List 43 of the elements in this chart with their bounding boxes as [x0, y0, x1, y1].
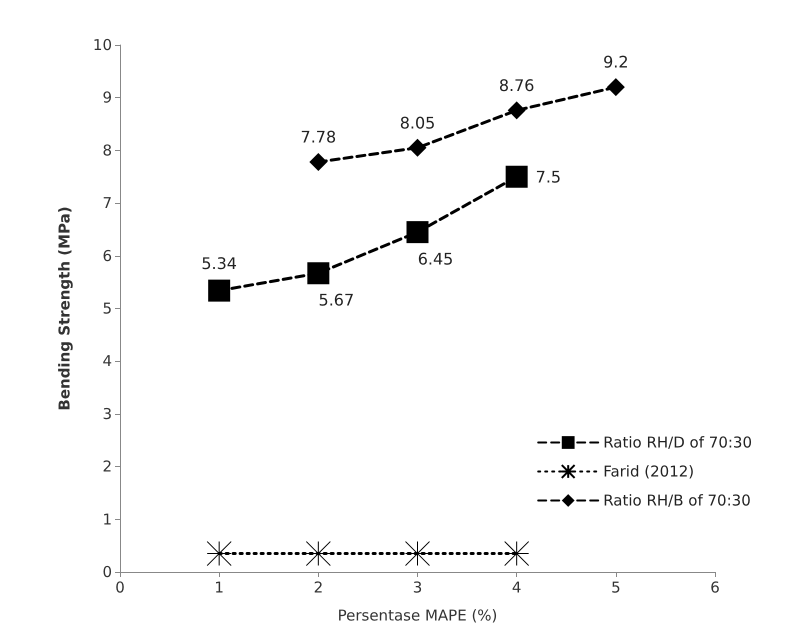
y-tick-label: 7 [102, 194, 112, 212]
point [504, 541, 530, 566]
y-tick-label: 5 [102, 300, 112, 318]
y-tick-label: 10 [92, 36, 112, 54]
point [508, 101, 526, 120]
data-label: 8.76 [498, 76, 534, 95]
point [405, 541, 430, 566]
legend-label: Ratio RH/B of 70:30 [603, 492, 751, 510]
point [406, 221, 428, 244]
data-label: 5.34 [201, 254, 237, 274]
y-tick-label: 6 [102, 246, 112, 265]
data-label: 6.45 [418, 250, 454, 269]
x-tick-label: 6 [710, 578, 720, 596]
y-tick-label: 0 [102, 563, 112, 581]
y-tick-label: 3 [102, 404, 112, 423]
point [408, 138, 426, 157]
x-tick-label: 5 [611, 578, 621, 596]
x-tick-label: 1 [214, 578, 224, 596]
x-tick-label: 2 [314, 578, 324, 596]
legend-label: Farid (2012) [603, 462, 694, 480]
x-tick-label: 3 [412, 578, 422, 596]
data-label: 5.67 [318, 290, 354, 310]
point [309, 152, 328, 171]
point [208, 280, 230, 302]
point [506, 166, 528, 188]
x-tick-label: 4 [512, 578, 522, 596]
y-axis-title: Bending Strength (MPa) [56, 206, 74, 411]
data-label: 7.5 [536, 167, 562, 186]
legend-label: Ratio RH/D of 70:30 [603, 434, 752, 452]
y-tick-label: 4 [102, 352, 112, 370]
point [307, 262, 330, 284]
y-tick-label: 2 [102, 458, 112, 476]
y-tick-label: 1 [102, 510, 112, 528]
y-tick-label: 9 [102, 88, 112, 107]
data-label: 7.78 [300, 127, 336, 146]
data-label: 8.05 [400, 113, 436, 132]
point [206, 541, 232, 566]
data-label: 9.2 [603, 52, 629, 72]
point [306, 541, 331, 566]
point [606, 78, 625, 96]
x-tick-label: 0 [115, 578, 125, 596]
x-axis-title: Persentase MAPE (%) [338, 606, 498, 624]
y-tick-label: 8 [102, 141, 112, 160]
